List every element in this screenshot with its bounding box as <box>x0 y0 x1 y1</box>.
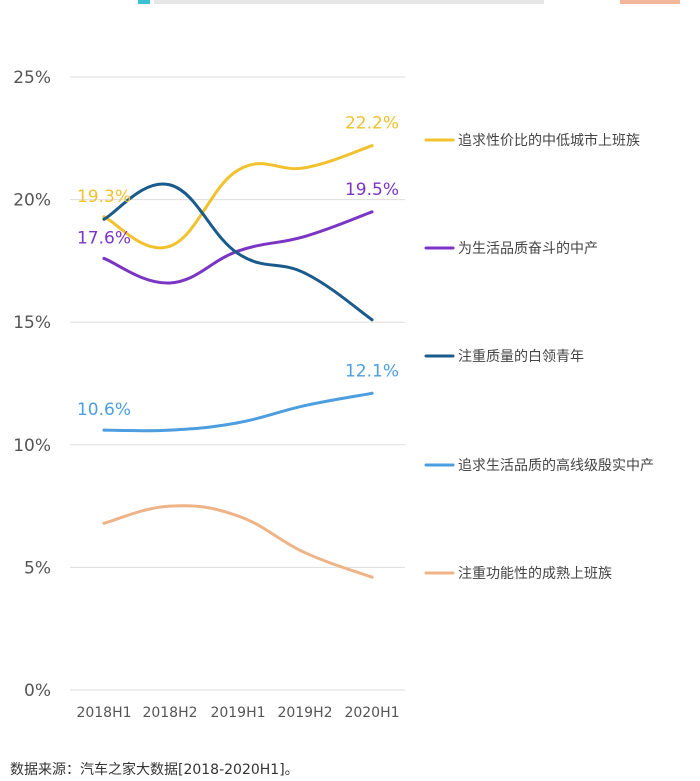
x-tick-label: 2019H2 <box>277 705 332 721</box>
header-accent-mark <box>138 0 150 4</box>
data-label: 22.2% <box>345 114 399 134</box>
legend-label: 追求性价比的中低城市上班族 <box>458 132 640 149</box>
series-point <box>303 271 307 275</box>
series-point <box>303 166 307 170</box>
legend: 追求性价比的中低城市上班族为生活品质奋斗的中产注重质量的白领青年追求生活品质的高… <box>424 132 654 582</box>
series-point <box>236 514 240 518</box>
series-point <box>168 281 172 285</box>
data-label: 10.6% <box>77 400 131 420</box>
series-point <box>370 575 374 579</box>
grid-lines <box>70 76 405 691</box>
x-tick-label: 2019H1 <box>210 705 265 721</box>
series-point <box>303 234 307 238</box>
series-point <box>168 504 172 508</box>
series-line <box>102 391 374 433</box>
series-point <box>102 521 106 525</box>
y-tick-label: 20% <box>13 191 51 211</box>
legend-label: 注重质量的白领青年 <box>458 349 584 365</box>
series-point <box>303 404 307 408</box>
data-label: 17.6% <box>77 228 131 248</box>
series-lines <box>102 144 374 579</box>
data-labels: 19.3% 22.2% 17.6% 19.5% 10.6% 12.1% <box>77 114 399 420</box>
x-axis-ticks: 2018H1 2018H2 2019H1 2019H2 2020H1 <box>76 705 399 721</box>
series-point <box>102 428 106 432</box>
series-point <box>168 244 172 248</box>
header-logo <box>620 0 680 4</box>
source-note: 数据来源：汽车之家大数据[2018-2020H1]。 <box>10 762 299 778</box>
series-line <box>102 182 374 322</box>
y-tick-label: 10% <box>13 436 51 456</box>
x-tick-label: 2018H2 <box>142 705 197 721</box>
x-tick-label: 2018H1 <box>76 705 131 721</box>
data-label: 12.1% <box>345 361 399 381</box>
series-point <box>102 217 106 221</box>
series-line <box>102 210 374 285</box>
top-header-strip <box>0 0 700 6</box>
series-point <box>168 428 172 432</box>
y-tick-label: 25% <box>13 68 51 88</box>
series-point <box>168 183 172 187</box>
legend-label: 注重功能性的成熟上班族 <box>458 566 612 582</box>
data-label: 19.3% <box>77 187 131 207</box>
series-point <box>370 391 374 395</box>
y-tick-label: 15% <box>13 313 51 333</box>
series-point <box>236 421 240 425</box>
series-line <box>102 144 374 250</box>
series-point <box>102 256 106 260</box>
header-title-fragment <box>154 0 544 4</box>
series-point <box>370 210 374 214</box>
series-point <box>236 168 240 172</box>
series-point <box>236 252 240 256</box>
legend-label: 追求生活品质的高线级殷实中产 <box>458 457 654 474</box>
legend-label: 为生活品质奋斗的中产 <box>458 241 598 257</box>
series-point <box>303 551 307 555</box>
series-point <box>370 318 374 322</box>
y-tick-label: 0% <box>24 681 51 701</box>
x-tick-label: 2020H1 <box>344 705 399 721</box>
series-point <box>370 144 374 148</box>
data-label: 19.5% <box>345 180 399 200</box>
y-axis-ticks: 0% 5% 10% 15% 20% 25% <box>13 68 51 701</box>
y-tick-label: 5% <box>24 558 51 578</box>
